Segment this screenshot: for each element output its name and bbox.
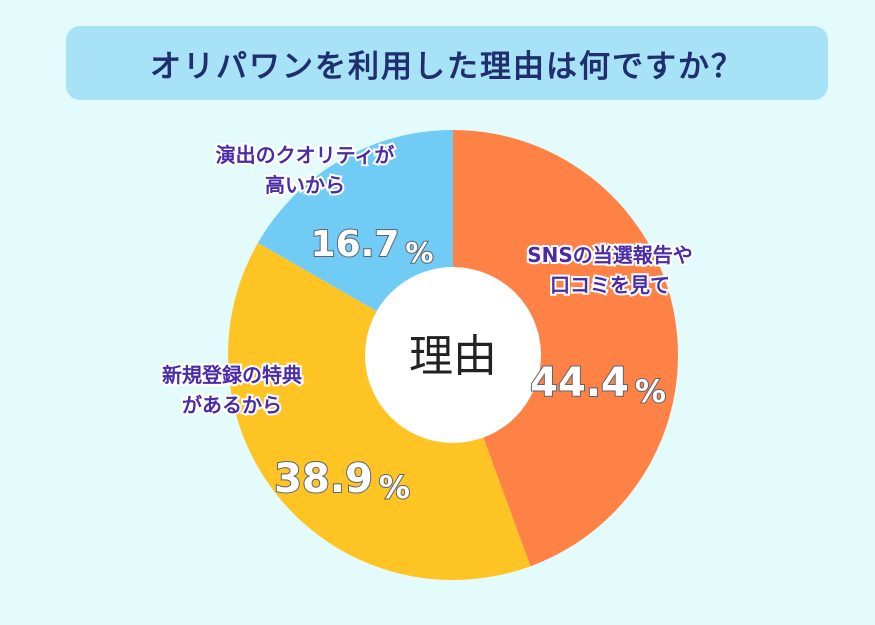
slice-sns <box>453 130 679 567</box>
pct-label-bonus: 38.9% <box>274 456 410 506</box>
category-label-quality: 演出のクオリティが高いから <box>216 143 395 197</box>
slice-bonus <box>227 242 531 581</box>
chart-title: オリパワンを利用した理由は何ですか？ <box>150 48 744 85</box>
title-banner: オリパワンを利用した理由は何ですか？ <box>66 26 828 100</box>
center-label: 理由 <box>409 331 497 382</box>
pct-label-sns: 44.4% <box>530 360 666 410</box>
category-label-bonus: 新規登録の特典があるから <box>162 363 302 417</box>
pct-label-quality: 16.7% <box>311 224 434 269</box>
donut-hole <box>365 267 541 443</box>
category-label-sns: SNSの当選報告や口コミを見て <box>527 243 693 297</box>
